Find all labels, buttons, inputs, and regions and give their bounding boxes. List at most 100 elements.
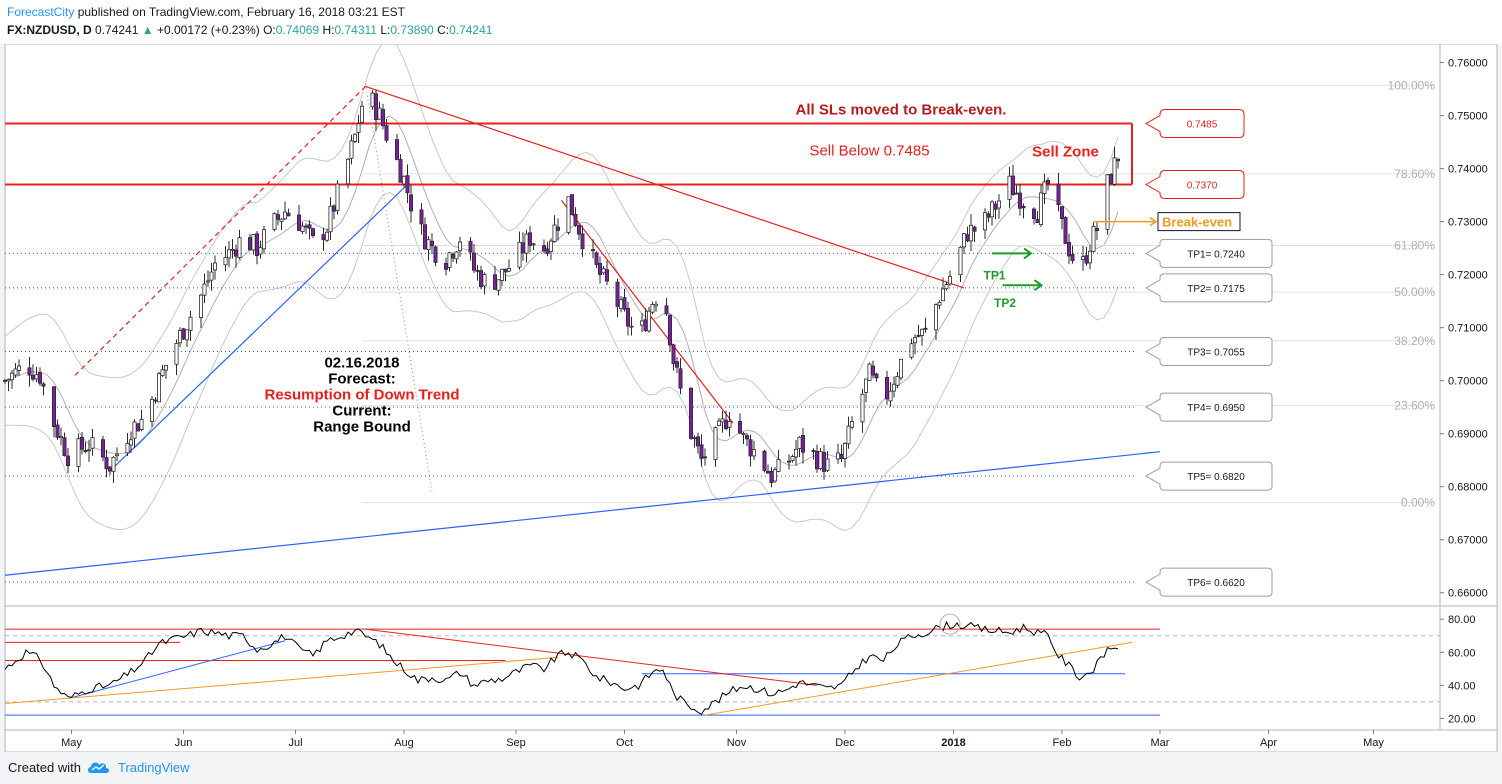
candle-body [542, 245, 547, 252]
candle-body [492, 274, 497, 290]
candle-body [405, 175, 410, 194]
candle-body [471, 252, 476, 271]
price-change: +0.00172 (+0.23%) [156, 23, 260, 37]
candle-body [748, 439, 753, 457]
candle-body [923, 327, 928, 330]
candle-body [948, 276, 953, 285]
rsi-trendline [4, 656, 559, 705]
candle-body [356, 123, 361, 133]
candle-body [1070, 253, 1075, 261]
price-tick-label: 0.75000 [1448, 111, 1488, 123]
candle-body [1011, 175, 1016, 196]
candle-body [524, 233, 529, 254]
price-tick-label: 0.68000 [1448, 482, 1488, 494]
high-value: 0.74311 [334, 23, 377, 37]
candle-body [475, 270, 480, 272]
time-tick-label: Jun [175, 737, 193, 749]
candle-body [307, 224, 312, 229]
candle-body [205, 280, 210, 283]
candle-body [478, 270, 483, 288]
candle-body [892, 383, 897, 392]
tradingview-link[interactable]: TradingView [118, 760, 190, 775]
candle-body [380, 109, 385, 127]
zone-label: 0.7485 [1187, 120, 1218, 131]
candle-body [55, 424, 60, 438]
candle-body [727, 421, 732, 428]
candle-body [321, 234, 326, 241]
candle-body [738, 421, 743, 434]
candle-body [794, 448, 799, 458]
tp-label: TP1= 0.7240 [1187, 249, 1245, 260]
candle-body [640, 320, 645, 326]
candle-body [279, 218, 284, 222]
tp-label: TP3= 0.7055 [1187, 348, 1245, 359]
candle-body [577, 225, 582, 235]
candle-body [846, 425, 851, 445]
candle-body [202, 283, 207, 296]
candle-body [626, 307, 631, 327]
symbol-label[interactable]: FX:NZDUSD, D [7, 23, 92, 37]
candle-body [272, 213, 277, 230]
candle-body [888, 390, 893, 402]
candle-body [668, 314, 673, 346]
publish-text: published on TradingView.com, February 1… [74, 5, 406, 19]
candle-body [198, 294, 203, 318]
tp-label: TP6= 0.6620 [1187, 578, 1245, 589]
take-profit-levels: TP1= 0.7240 TP2= 0.7175 TP3= 0.7055 TP4= 0.… [5, 238, 1273, 597]
candle-body [59, 436, 64, 439]
candle-body [664, 305, 669, 315]
candle-body [864, 378, 869, 393]
candle-body [1014, 192, 1019, 195]
candle-body [52, 386, 57, 428]
price-tick-label: 0.76000 [1448, 58, 1488, 70]
candle-body [181, 328, 186, 340]
candle-body [570, 194, 575, 215]
candle-body [401, 175, 406, 185]
candle-body [895, 375, 900, 386]
candle-body [1060, 206, 1065, 219]
break-even-label: Break-even [1162, 215, 1232, 230]
candle-body [675, 361, 680, 368]
time-tick-label: Nov [727, 737, 747, 749]
trendline-blue-uptrend-long [4, 451, 1161, 576]
candle-body [1039, 192, 1044, 225]
candle-body [101, 439, 106, 458]
candle-body [552, 224, 557, 242]
candle-body [132, 421, 137, 439]
tradingview-cloud-icon [88, 762, 109, 773]
close-value: 0.74241 [449, 23, 493, 37]
candle-body [429, 240, 434, 247]
candle-body [419, 209, 424, 225]
candle-body [6, 378, 11, 382]
rsi-trendline [704, 641, 1133, 716]
candle-body [822, 452, 827, 472]
candle-body [874, 373, 879, 379]
author-link[interactable]: ForecastCity [7, 5, 75, 19]
candle-body [899, 358, 904, 379]
candle-body [769, 470, 774, 484]
candle-body [27, 367, 32, 376]
zone-label: 0.7370 [1187, 181, 1218, 192]
candle-body [237, 237, 242, 259]
candle-body [647, 310, 652, 332]
candle-body [717, 420, 722, 426]
candle-body [867, 363, 872, 381]
candle-body [153, 399, 158, 402]
time-tick-label: Jul [288, 737, 302, 749]
candle-body [850, 421, 855, 428]
candle-body [720, 418, 725, 423]
candle-body [174, 342, 179, 365]
candle-body [163, 364, 168, 371]
candle-body [359, 105, 364, 123]
price-tick-label: 0.73000 [1448, 217, 1488, 229]
chart-area[interactable]: 100.00% 78.60% 61.80% 50.00% 38.20% 23.60% 0.0… [0, 44, 1502, 752]
candle-body [696, 436, 701, 447]
candle-body [328, 205, 333, 233]
candle-body [443, 263, 448, 270]
candle-body [909, 343, 914, 358]
up-arrow-icon: ▲ [141, 23, 154, 37]
candle-body [408, 194, 413, 212]
candle-body [983, 212, 988, 231]
candle-body [1018, 192, 1023, 209]
candle-body [913, 337, 918, 344]
